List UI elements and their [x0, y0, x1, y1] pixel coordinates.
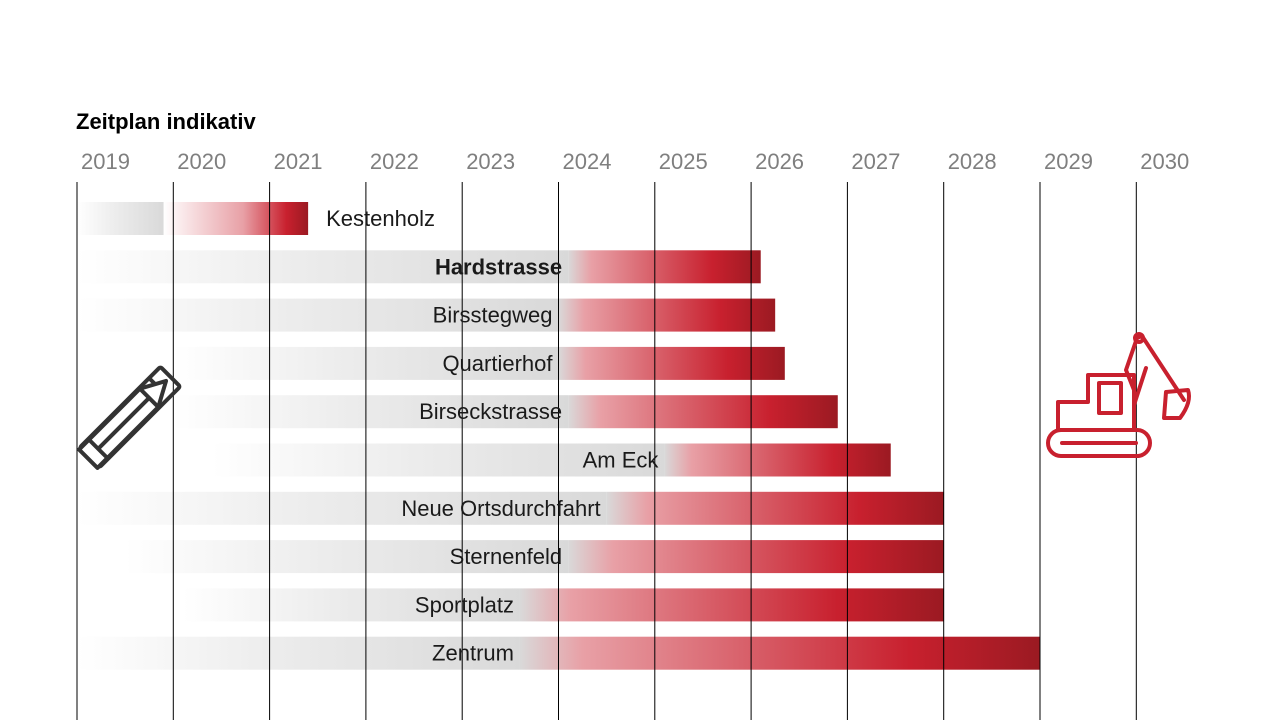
construction-bar: [568, 540, 944, 574]
task-label: Zentrum: [432, 641, 514, 666]
construction-bar: [558, 346, 785, 380]
planning-bar: [77, 298, 559, 332]
task-label: Hardstrasse: [435, 254, 562, 279]
task-label: Kestenholz: [326, 206, 435, 231]
planning-bar: [211, 443, 665, 477]
x-tick-label: 2022: [370, 149, 419, 174]
task-label: Quartierhof: [442, 351, 553, 376]
planning-bar: [125, 540, 569, 574]
construction-bar: [568, 250, 761, 284]
x-tick-label: 2023: [466, 149, 515, 174]
x-tick-label: 2030: [1140, 149, 1189, 174]
x-tick-label: 2024: [563, 149, 612, 174]
x-tick-label: 2026: [755, 149, 804, 174]
planning-bar: [182, 588, 520, 622]
task-label: Sternenfeld: [450, 544, 563, 569]
task-label: Neue Ortsdurchfahrt: [401, 496, 600, 521]
planning-bar: [77, 491, 607, 525]
x-tick-label: 2020: [177, 149, 226, 174]
x-tick-label: 2029: [1044, 149, 1093, 174]
task-label: Birsstegweg: [433, 303, 553, 328]
planning-bar: [77, 636, 520, 670]
construction-bar: [568, 395, 838, 429]
x-tick-label: 2025: [659, 149, 708, 174]
construction-bar: [519, 636, 1040, 670]
construction-bar: [664, 443, 891, 477]
task-label: Birseckstrasse: [419, 399, 562, 424]
task-label: Am Eck: [583, 448, 660, 473]
pencil-ruler-icon: [77, 365, 182, 470]
x-tick-label: 2021: [274, 149, 323, 174]
construction-bar: [163, 202, 309, 235]
x-tick-label: 2027: [851, 149, 900, 174]
construction-bar: [558, 298, 776, 332]
x-tick-label: 2019: [81, 149, 130, 174]
planning-bar: [77, 250, 569, 284]
task-label: Sportplatz: [415, 592, 514, 617]
construction-bar: [606, 491, 944, 525]
planning-bar: [173, 395, 569, 429]
planning-bar: [77, 202, 164, 235]
excavator-icon: [1046, 332, 1191, 458]
construction-bar: [519, 588, 944, 622]
chart-title: Zeitplan indikativ: [76, 109, 256, 134]
x-tick-label: 2028: [948, 149, 997, 174]
